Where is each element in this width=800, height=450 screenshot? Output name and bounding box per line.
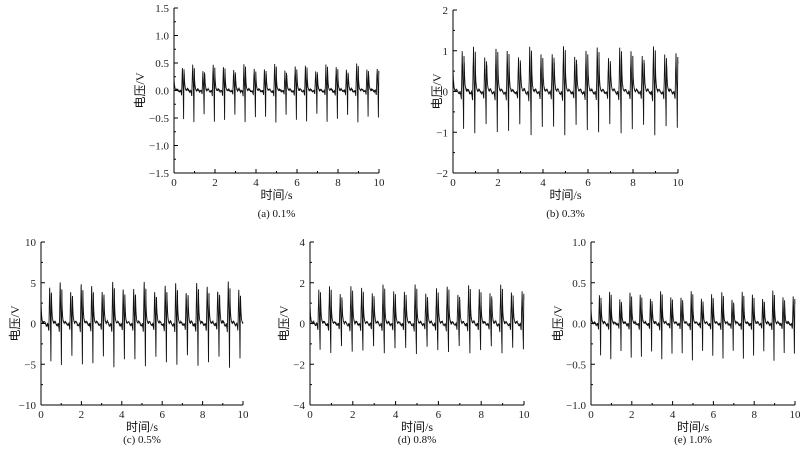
y-tick-label: −2: [436, 168, 448, 180]
voltage-line: [173, 63, 380, 123]
y-axis-label: 电压/V: [551, 305, 565, 341]
subplot-caption: (b) 0.3%: [546, 208, 585, 220]
x-tick-label: 4: [253, 177, 259, 189]
subplot-a: 0 2 4 6 8 10 1.5 1.0 0.5 0.0 −0.5 −1.0 −1.5 时间/s 电压/V (…: [133, 3, 385, 220]
x-tick-label: 0: [171, 177, 177, 189]
x-axis-label: 时间/s: [260, 188, 292, 202]
x-tick-label: 10: [374, 177, 386, 189]
voltage-line: [309, 284, 525, 355]
x-tick-label: 8: [335, 177, 341, 189]
x-axis-label: 时间/s: [549, 188, 581, 202]
y-axis-label: 电压/V: [8, 305, 22, 341]
x-axis-label: 时间/s: [126, 420, 158, 434]
y-tick-label: 2: [300, 278, 306, 290]
y-tick-label: −1.0: [149, 141, 169, 153]
subplot-caption: (a) 0.1%: [258, 208, 296, 220]
y-axis-label: 电压/V: [430, 73, 444, 109]
x-tick-label: 4: [670, 409, 676, 421]
x-tick-label: 0: [38, 409, 44, 421]
y-tick-label: 5: [31, 278, 37, 290]
subplot-caption: (e) 1.0%: [674, 434, 712, 446]
x-tick-label: 6: [436, 409, 442, 421]
x-tick-label: 10: [519, 409, 531, 421]
y-axis-label: 电压/V: [277, 305, 291, 341]
x-tick-label: 8: [478, 409, 484, 421]
x-tick-label: 10: [790, 409, 800, 421]
x-tick-label: 6: [585, 177, 591, 189]
y-tick-label: −10: [19, 400, 37, 412]
x-tick-label: 4: [540, 177, 546, 189]
x-tick-label: 6: [711, 409, 717, 421]
x-tick-label: 4: [393, 409, 399, 421]
voltage-line: [452, 46, 679, 136]
y-tick-label: −5: [24, 359, 36, 371]
y-tick-label: 0: [300, 319, 306, 331]
x-tick-label: 10: [238, 409, 250, 421]
y-tick-label: 0: [31, 319, 37, 331]
y-tick-label: 1: [443, 46, 449, 58]
y-axis-label: 电压/V: [133, 72, 147, 108]
subplot-c: 0 2 4 6 8 10 10 5 0 −5 −10 时间/s 电压/V (c) 0.5%: [8, 237, 249, 446]
x-axis-label: 时间/s: [677, 420, 709, 434]
y-tick-label: 2: [443, 5, 449, 17]
x-tick-label: 2: [350, 409, 356, 421]
x-tick-label: 8: [200, 409, 206, 421]
x-tick-label: 4: [119, 409, 125, 421]
y-tick-label: 0.0: [155, 86, 169, 98]
subplot-e: 0 2 4 6 8 10 1.0 0.5 0.0 −0.5 −1.0 时间/s 电压/V (e) 1.0%: [551, 237, 800, 446]
subplot-caption: (d) 0.8%: [398, 434, 437, 446]
y-tick-label: 0.5: [155, 58, 169, 70]
x-axis-label: 时间/s: [401, 420, 433, 434]
voltage-line: [590, 290, 796, 361]
x-tick-label: 2: [629, 409, 635, 421]
y-tick-label: −1.5: [149, 168, 169, 180]
y-tick-label: 1.0: [155, 31, 169, 43]
x-tick-label: 8: [630, 177, 636, 189]
y-tick-label: −2: [293, 359, 305, 371]
y-tick-label: −1: [436, 127, 448, 139]
y-tick-label: 0: [443, 87, 449, 99]
x-tick-label: 0: [307, 409, 313, 421]
y-tick-label: −0.5: [566, 359, 586, 371]
y-tick-label: 10: [25, 237, 37, 249]
subplot-d: 0 2 4 6 8 10 4 2 0 −2 −4 时间/s 电压/V (d) 0.8%: [277, 237, 530, 446]
x-tick-label: 0: [450, 177, 456, 189]
x-tick-label: 8: [751, 409, 757, 421]
x-tick-label: 6: [159, 409, 165, 421]
y-tick-label: −0.5: [149, 113, 169, 125]
x-tick-label: 2: [212, 177, 218, 189]
subplot-caption: (c) 0.5%: [123, 434, 161, 446]
y-tick-label: 4: [300, 237, 306, 249]
y-tick-label: 0.5: [572, 278, 586, 290]
x-tick-label: 6: [294, 177, 300, 189]
y-tick-label: 1.0: [572, 237, 586, 249]
x-tick-label: 0: [588, 409, 594, 421]
y-tick-label: 0.0: [572, 319, 586, 331]
y-tick-label: −1.0: [566, 400, 586, 412]
voltage-line: [40, 281, 244, 368]
y-tick-label: −4: [293, 400, 305, 412]
x-tick-label: 10: [673, 177, 685, 189]
y-tick-label: 1.5: [155, 3, 169, 15]
x-tick-label: 2: [495, 177, 501, 189]
x-tick-label: 2: [79, 409, 85, 421]
